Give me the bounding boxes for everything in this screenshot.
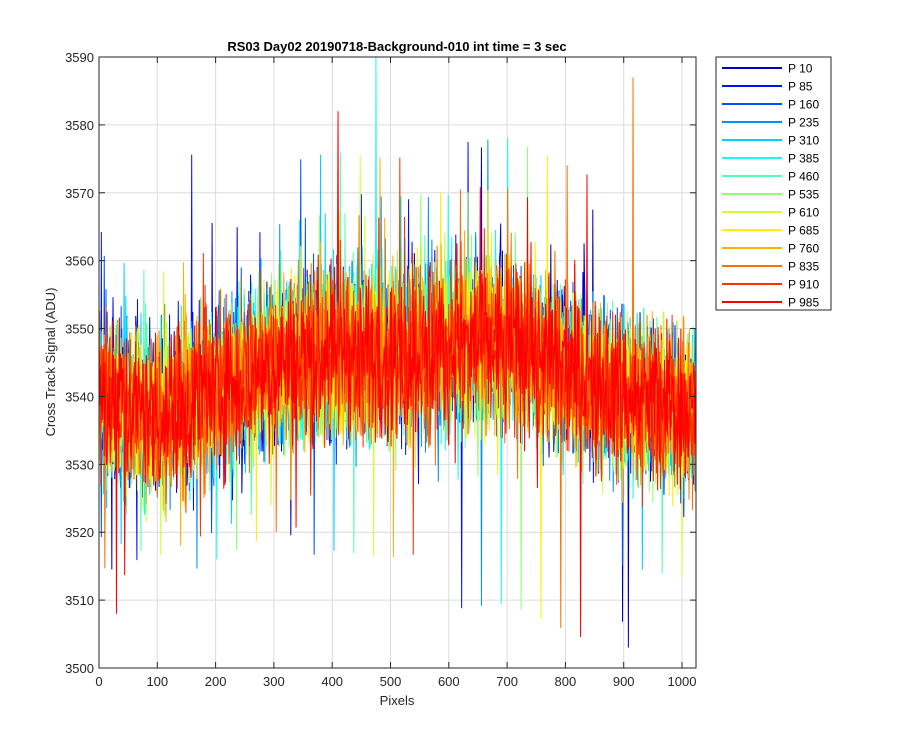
x-tick-label: 600 [438, 674, 460, 689]
y-axis-label: Cross Track Signal (ADU) [43, 288, 58, 437]
plot-series-group [99, 57, 696, 648]
legend-label: P 235 [788, 116, 819, 130]
y-tick-label: 3520 [65, 525, 94, 540]
x-tick-label: 400 [321, 674, 343, 689]
y-tick-label: 3580 [65, 118, 94, 133]
y-tick-label: 3560 [65, 254, 94, 269]
y-tick-label: 3590 [65, 50, 94, 65]
legend-label: P 535 [788, 188, 819, 202]
y-tick-label: 3510 [65, 593, 94, 608]
x-tick-label: 800 [555, 674, 577, 689]
y-tick-label: 3570 [65, 186, 94, 201]
chart-title: RS03 Day02 20190718-Background-010 int t… [227, 39, 566, 54]
x-tick-label: 300 [263, 674, 285, 689]
x-axis-label: Pixels [380, 693, 415, 708]
legend-label: P 760 [788, 242, 819, 256]
x-tick-label: 100 [146, 674, 168, 689]
legend-label: P 835 [788, 260, 819, 274]
x-tick-label: 500 [380, 674, 402, 689]
y-tick-label: 3530 [65, 457, 94, 472]
x-tick-label: 700 [496, 674, 518, 689]
x-tick-label: 200 [205, 674, 227, 689]
legend-label: P 610 [788, 206, 819, 220]
legend-label: P 160 [788, 98, 819, 112]
x-tick-label: 0 [95, 674, 102, 689]
x-tick-label: 900 [613, 674, 635, 689]
legend-label: P 460 [788, 170, 819, 184]
x-tick-label: 1000 [668, 674, 697, 689]
axis-ticks: 0 100 200 300 400 500 600 700 800 900 1000 3500 3510… [65, 50, 696, 689]
y-tick-label: 3550 [65, 322, 94, 337]
legend-label: P 385 [788, 152, 819, 166]
legend-label: P 10 [788, 62, 813, 76]
legend-label: P 910 [788, 278, 819, 292]
series-line-p-985 [99, 111, 696, 638]
legend-label: P 685 [788, 224, 819, 238]
legend-label: P 85 [788, 80, 813, 94]
y-tick-label: 3500 [65, 661, 94, 676]
legend-label: P 310 [788, 134, 819, 148]
legend-label: P 985 [788, 296, 819, 310]
y-tick-label: 3540 [65, 389, 94, 404]
plot-area-frame [98, 56, 697, 669]
legend-box [715, 56, 832, 311]
legend: P 10 P 85 P 160 P 235 P 310 P 385 P 460 P 535 P … [715, 56, 832, 311]
